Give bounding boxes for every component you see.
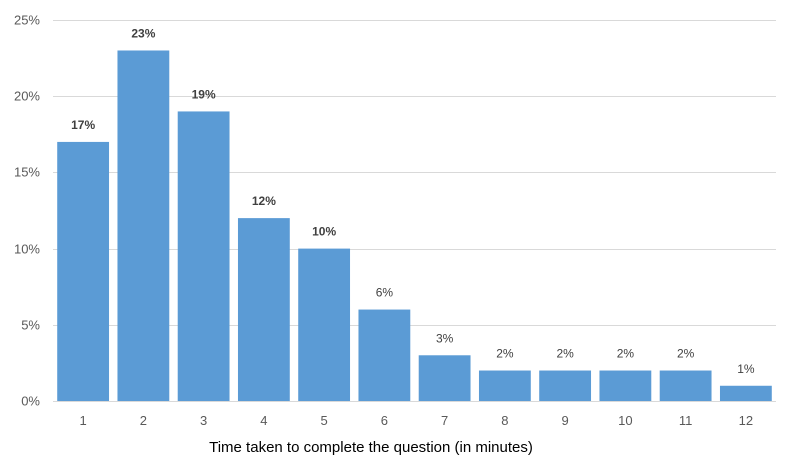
x-axis-title: Time taken to complete the question (in …: [209, 439, 533, 456]
x-axis-ticks: 1 2 3 4 5 6 7 8 9 10 11 12: [80, 413, 754, 428]
bar: [237, 218, 290, 401]
bar: [57, 141, 110, 402]
data-label: 3%: [436, 331, 454, 345]
bar: [298, 248, 351, 401]
data-label: 2%: [677, 347, 695, 361]
data-label: 23%: [131, 26, 155, 40]
y-tick-label: 10%: [14, 242, 40, 257]
bar: [659, 370, 712, 401]
bar: [117, 50, 170, 401]
data-label: 10%: [312, 225, 336, 239]
x-tick-label: 8: [501, 413, 508, 428]
data-label: 1%: [737, 362, 755, 376]
x-tick-label: 11: [679, 413, 693, 428]
x-tick-label: 2: [140, 413, 147, 428]
data-label: 19%: [192, 87, 216, 101]
data-labels: 17% 23% 19% 12% 10% 6% 3% 2% 2% 2% 2% 1%: [71, 26, 755, 375]
bar: [478, 370, 531, 401]
x-tick-label: 4: [260, 413, 267, 428]
bar: [358, 309, 411, 401]
y-tick-label: 20%: [14, 89, 40, 104]
y-axis-ticks: 0% 5% 10% 15% 20% 25%: [14, 13, 40, 409]
data-label: 6%: [376, 286, 394, 300]
x-tick-label: 5: [321, 413, 328, 428]
bars: [57, 50, 772, 402]
x-tick-label: 9: [562, 413, 569, 428]
x-tick-label: 10: [618, 413, 632, 428]
y-tick-label: 25%: [14, 13, 40, 28]
bar: [599, 370, 652, 401]
bar: [539, 370, 592, 401]
data-label: 2%: [496, 347, 514, 361]
data-label: 2%: [556, 347, 574, 361]
x-tick-label: 7: [441, 413, 448, 428]
bar: [418, 355, 471, 401]
bar: [177, 111, 230, 401]
x-tick-label: 12: [739, 413, 753, 428]
x-tick-label: 6: [381, 413, 388, 428]
y-tick-label: 15%: [14, 165, 40, 180]
y-tick-label: 0%: [21, 394, 40, 409]
bar: [719, 385, 772, 401]
y-tick-label: 5%: [21, 318, 40, 333]
data-label: 2%: [617, 347, 635, 361]
x-tick-label: 3: [200, 413, 207, 428]
x-tick-label: 1: [80, 413, 87, 428]
gridlines: [53, 20, 776, 402]
data-label: 12%: [252, 194, 276, 208]
data-label: 17%: [71, 118, 95, 132]
